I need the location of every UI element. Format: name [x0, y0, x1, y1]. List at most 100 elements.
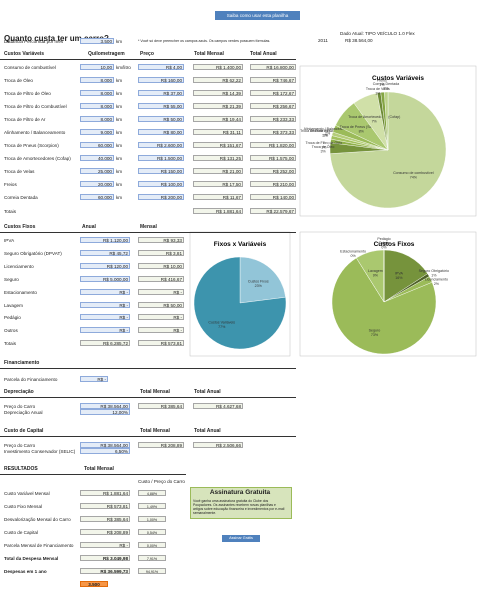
slice-value: 1%: [322, 133, 328, 137]
slice-label: Troca de Pneus (Scorpion): [340, 125, 383, 129]
row-label: Totais: [4, 341, 16, 346]
slice-label: Troca de Amortecedores (Cofap): [348, 115, 400, 119]
slice-label: Seguro Obrigatório: [419, 269, 449, 273]
slice-value: 1%: [375, 91, 381, 95]
slice-label: Custos Variáveis: [208, 321, 235, 325]
slice-value: 73%: [371, 333, 379, 337]
input: R$ 55,00: [138, 103, 184, 109]
slice-value: 16%: [395, 276, 403, 280]
row-label: Outros: [4, 328, 18, 334]
column-header: Preço: [140, 51, 154, 57]
input: R$ 38.564,00: [80, 403, 130, 409]
subscribe-box: [190, 487, 292, 519]
formula: R$ -: [80, 542, 130, 548]
formula: R$ 1.820,00: [250, 142, 296, 148]
input: R$ 50,00: [138, 116, 184, 122]
formula: R$ 172,67: [250, 90, 296, 96]
formula: R$ 208,89: [80, 529, 130, 535]
row-label: IPVA: [4, 238, 15, 243]
formula: R$ 93,33: [138, 237, 184, 243]
slice-value: 7%: [372, 120, 378, 124]
formula: R$ 19,44: [193, 116, 243, 122]
subscribe-button[interactable]: Assinar Grátis: [222, 535, 260, 542]
input: R$ 100,00: [138, 181, 184, 187]
input: R$ -: [80, 376, 108, 382]
input: R$ 160,00: [138, 77, 184, 83]
column-header: Total Anual: [194, 428, 221, 434]
formula: R$ 1.881,64: [193, 208, 243, 214]
chart-title: Fixos x Variáveis: [214, 241, 267, 248]
slice-label: Seguro: [369, 329, 381, 333]
formula: R$ 233,33: [250, 116, 296, 122]
input: R$ 45,72: [80, 249, 130, 256]
column-header: Depreciação: [4, 389, 34, 395]
slice-value: 23%: [255, 284, 263, 288]
row-label: Investimento Conservador (SELIC): [4, 449, 76, 454]
slice-label: Alinhamento / Balanceamento: [304, 127, 352, 131]
formula: R$ 573,81: [80, 503, 130, 509]
input: 20.000: [80, 181, 114, 187]
input: 60.000: [80, 142, 114, 148]
formula: R$ 21,00: [193, 168, 243, 174]
input: R$ -: [80, 327, 130, 334]
formula: 7,91%: [138, 555, 166, 561]
formula: R$ 4.627,68: [193, 403, 243, 409]
formula: 0,00%: [138, 542, 166, 548]
column-header: Total Mensal: [140, 389, 170, 395]
formula: R$ 6.285,72: [80, 340, 130, 346]
subscribe-title: Assinatura Gratuita: [209, 489, 271, 496]
formula: 94,91%: [138, 568, 166, 574]
slice-label: Troca de Filtro de Óleo: [306, 140, 343, 145]
formula: R$ 208,89: [138, 442, 184, 448]
slice-value: 2%: [434, 282, 440, 286]
slice-label: Correia Dentada: [373, 82, 399, 86]
formula: R$ 1.400,00: [193, 64, 243, 70]
row-label: Consumo de combustível: [4, 65, 56, 70]
column-header: Total Mensal: [140, 428, 170, 434]
formula: R$ -: [138, 327, 184, 334]
formula: R$ 62,22: [193, 77, 243, 83]
input: 40.000: [80, 155, 114, 161]
row-label: Desvalorização Mensal do Carro: [4, 517, 71, 522]
input: R$ -: [80, 314, 130, 321]
slice-label: Outros: [379, 241, 390, 245]
formula: R$ 416,67: [138, 275, 184, 282]
chart-title: Custos Variáveis: [372, 75, 424, 82]
column-header: Custo / Preço do Carro: [138, 479, 185, 484]
slice-label: Custos Fixos: [248, 279, 269, 283]
unit: km: [116, 104, 123, 109]
slice-label: Licenciamento: [425, 278, 448, 282]
formula: R$ 50,00: [138, 301, 184, 308]
slice-value: 0%: [381, 241, 387, 245]
row-label: Custo de Capital: [4, 530, 38, 535]
highlight: 3.500: [80, 581, 108, 587]
section-title: Financiamento: [4, 360, 40, 366]
formula: R$ -: [138, 288, 184, 295]
formula: R$ 131,25: [193, 155, 243, 161]
slice-value: 1%: [323, 133, 329, 137]
info: R$ 38.564,00: [345, 38, 373, 43]
title: Quanto custa ter um carro?: [4, 34, 109, 43]
formula: 4,88%: [138, 490, 166, 496]
formula: R$ 31,11: [193, 129, 243, 135]
unit: km: [116, 91, 123, 96]
input: 9.000: [80, 129, 114, 135]
help-button[interactable]: Saiba como usar esta planilha: [215, 11, 300, 20]
input: 6,50%: [80, 448, 130, 454]
unit: km: [116, 156, 123, 161]
formula: 1,49%: [138, 503, 166, 509]
input: 10,00: [80, 64, 114, 70]
unit: km: [116, 143, 123, 148]
formula: R$ 3.049,98: [80, 555, 130, 561]
row-label: Troca de Filtro de Óleo: [4, 91, 51, 96]
column-header: Total Anual: [250, 51, 277, 57]
info: 2011: [318, 38, 328, 43]
input: R$ 1.120,00: [80, 237, 130, 243]
row-label: Troca de Filtro do Combustível: [4, 104, 67, 109]
formula: R$ -: [138, 314, 184, 321]
input: R$ -: [80, 288, 130, 295]
input: R$ 1.500,00: [138, 155, 184, 161]
slice-label: Freios: [377, 78, 387, 82]
input: 8.000: [80, 90, 114, 96]
